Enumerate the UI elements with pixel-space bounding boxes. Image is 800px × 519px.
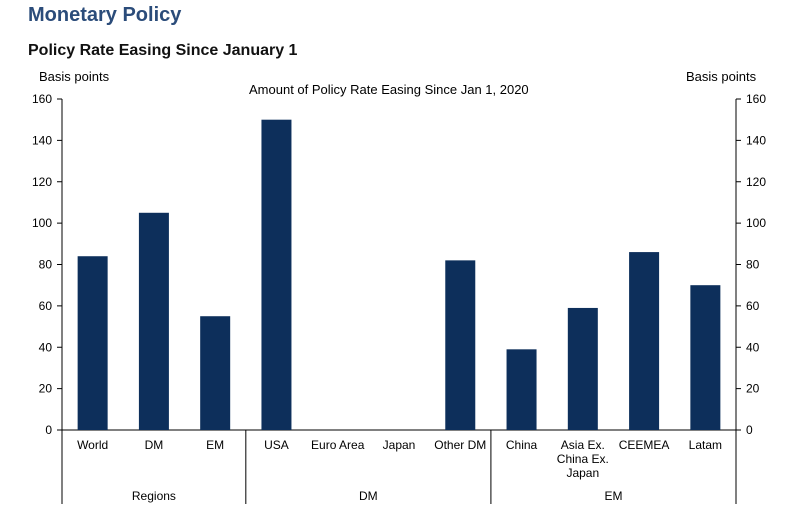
x-tick-label: DM [145, 438, 164, 452]
y-tick-label-left: 120 [32, 175, 52, 189]
y-tick-label-left: 100 [32, 216, 52, 230]
bar [200, 316, 231, 430]
y-tick-label-left: 160 [32, 92, 52, 106]
x-tick-label: World [77, 438, 108, 452]
y-tick-label-right: 40 [746, 340, 760, 354]
y-tick-label-right: 120 [746, 175, 766, 189]
x-tick-label: China [506, 438, 538, 452]
bar [629, 252, 660, 430]
x-tick-label: Japan [383, 438, 416, 452]
group-label: Regions [132, 489, 176, 503]
bar [567, 307, 598, 430]
x-tick-label: Other DM [434, 438, 486, 452]
bar [506, 349, 537, 430]
group-label: EM [604, 489, 622, 503]
y-tick-label-right: 160 [746, 92, 766, 106]
x-tick-label: Latam [689, 438, 722, 452]
page-title: Monetary Policy [28, 4, 182, 26]
y-tick-label-left: 140 [32, 133, 52, 147]
x-tick-label: Asia Ex. [561, 438, 605, 452]
y-tick-label-left: 60 [39, 299, 53, 313]
y-axis-left-label: Basis points [39, 69, 110, 84]
y-tick-label-right: 100 [746, 216, 766, 230]
y-tick-label-left: 0 [45, 423, 52, 437]
x-tick-label: USA [264, 438, 289, 452]
y-tick-label-right: 20 [746, 382, 760, 396]
chart-title: Amount of Policy Rate Easing Since Jan 1… [249, 82, 529, 97]
y-tick-label-right: 0 [746, 423, 753, 437]
x-tick-label: CEEMEA [619, 438, 670, 452]
y-tick-label-right: 60 [746, 299, 760, 313]
group-label: DM [359, 489, 378, 503]
y-axis-right-label: Basis points [686, 69, 757, 84]
bar [138, 212, 169, 430]
y-tick-label-left: 20 [39, 382, 53, 396]
bar [690, 285, 721, 430]
y-tick-label-left: 40 [39, 340, 53, 354]
bar [261, 119, 292, 430]
x-tick-label: EM [206, 438, 224, 452]
bar [77, 256, 108, 430]
x-tick-label: China Ex. [557, 452, 609, 466]
x-tick-label: Japan [566, 466, 599, 480]
y-tick-label-right: 140 [746, 133, 766, 147]
x-tick-label: Euro Area [311, 438, 365, 452]
y-tick-label-left: 80 [39, 258, 53, 272]
bar [445, 260, 476, 430]
page-subtitle: Policy Rate Easing Since January 1 [28, 42, 298, 59]
y-tick-label-right: 80 [746, 258, 760, 272]
